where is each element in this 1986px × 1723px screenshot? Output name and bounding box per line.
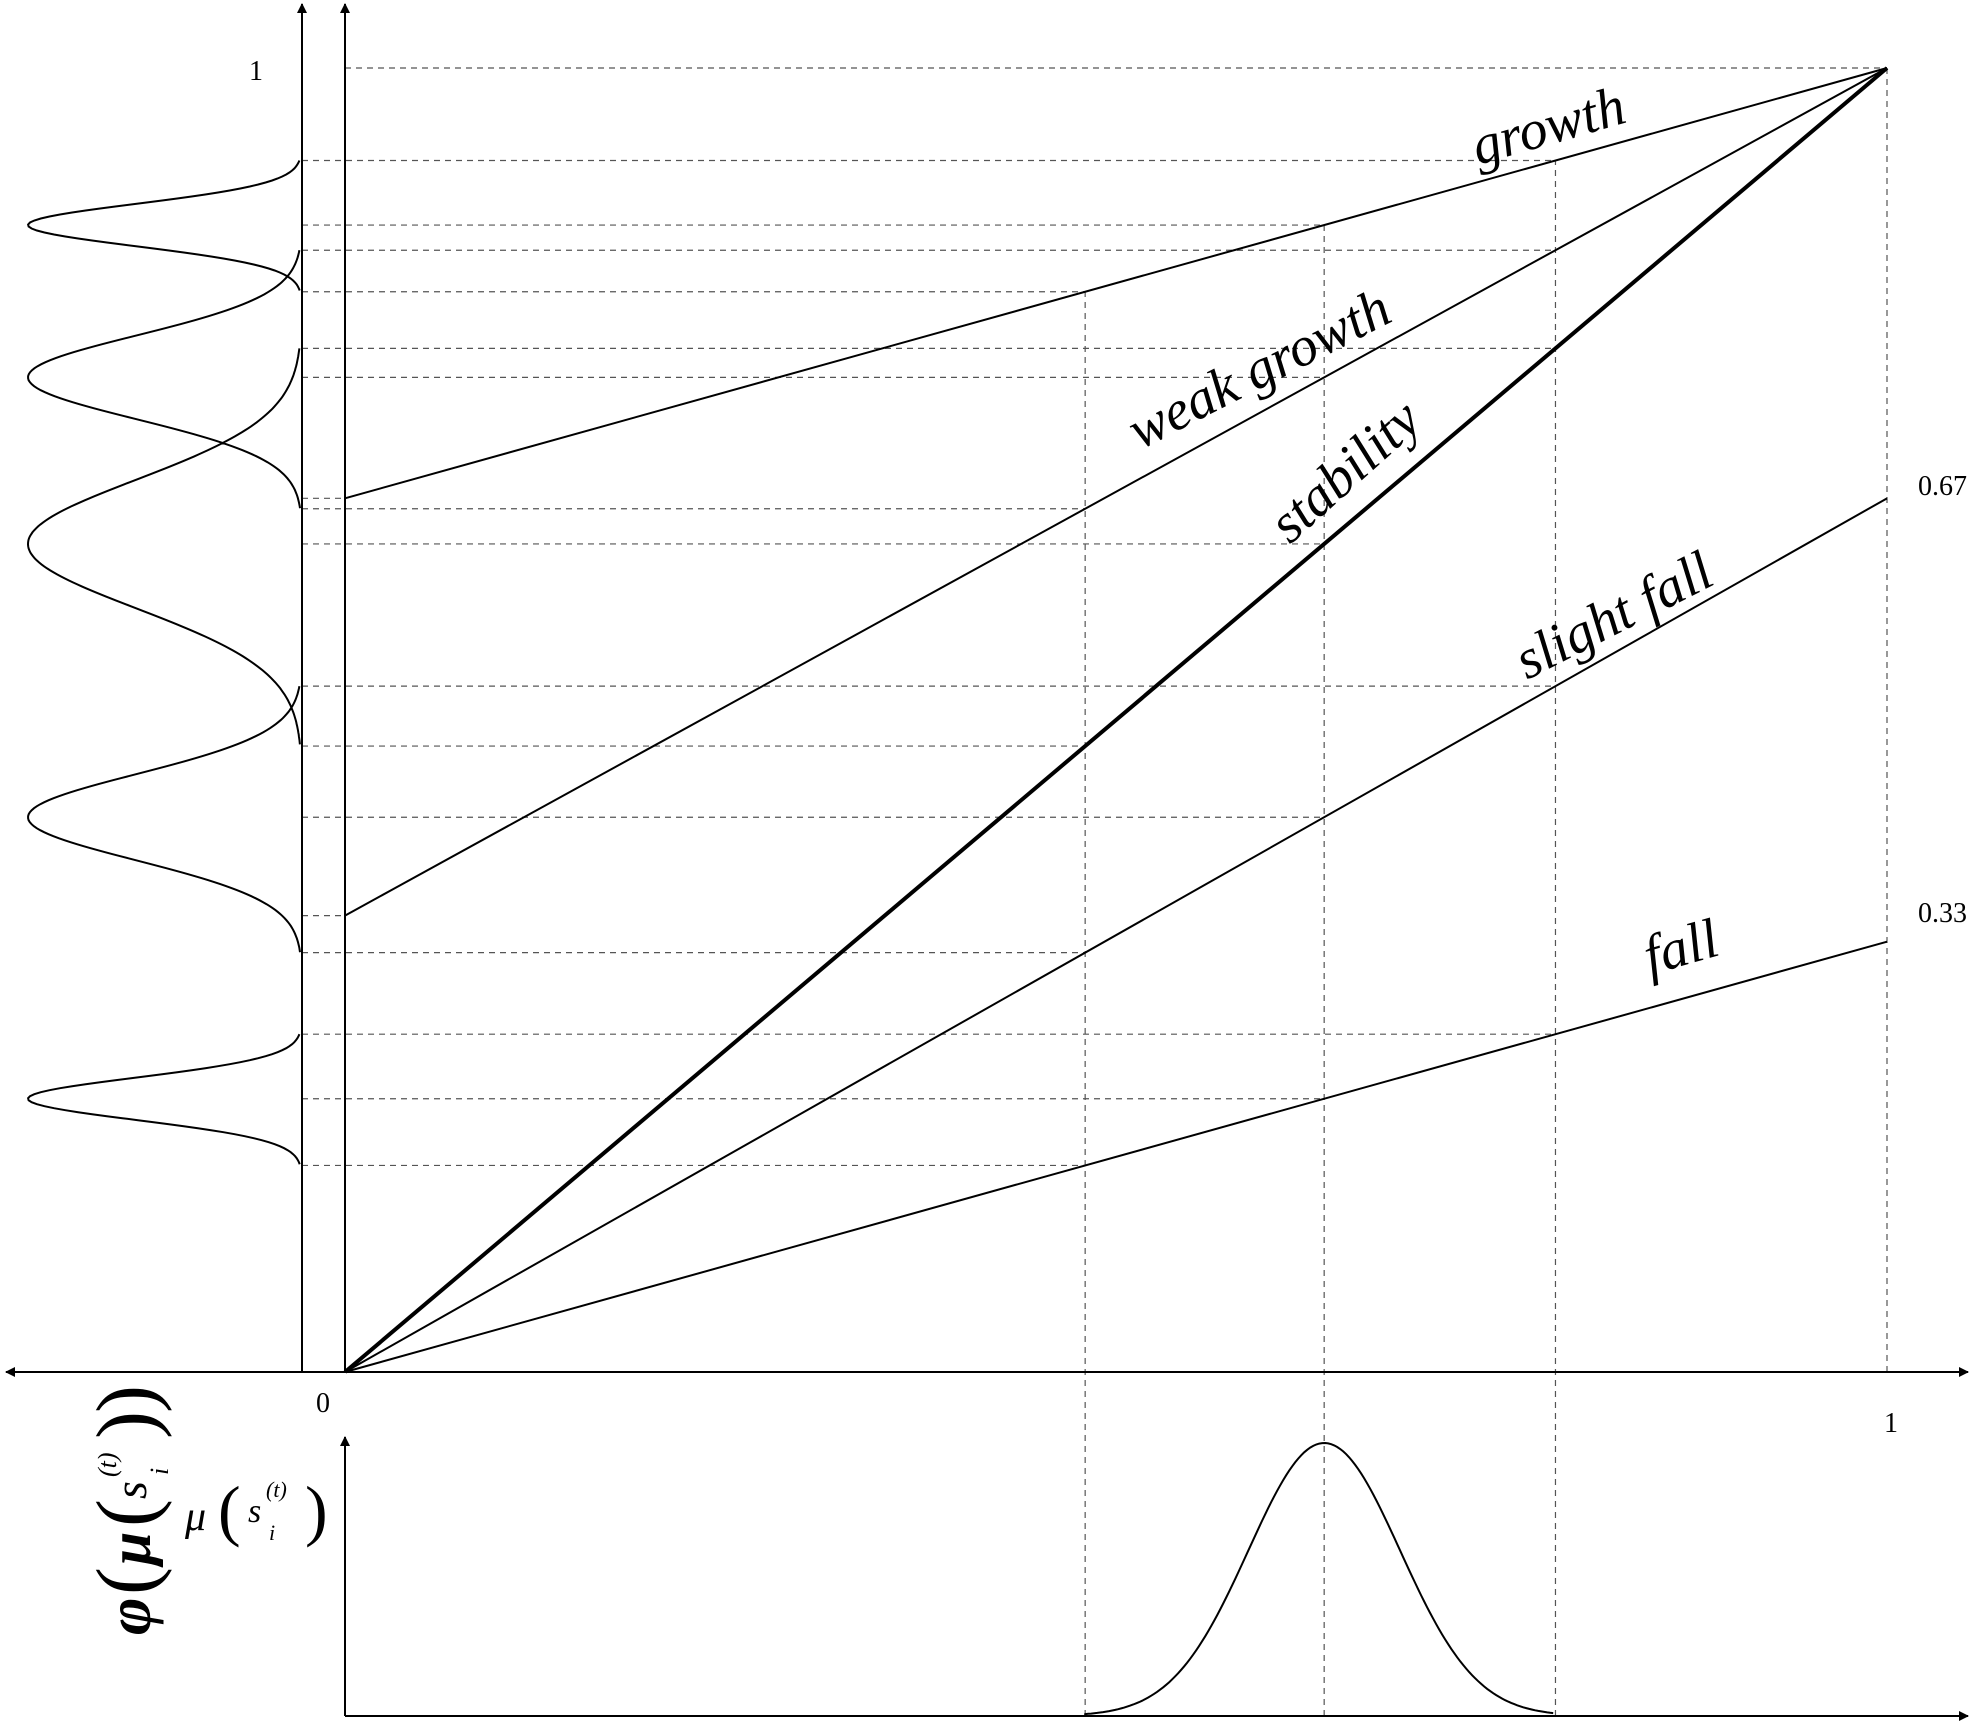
dashed-guides: [302, 67, 1888, 1716]
trend-line-stability: [343, 66, 1889, 1374]
trend-line-fall: [344, 940, 1888, 1373]
svg-text:s: s: [105, 1481, 156, 1499]
svg-text:): ): [305, 1472, 328, 1548]
y-067-label: 0.67: [1918, 471, 1967, 502]
mu-axis-label: μ ( s (t) i ): [184, 1472, 328, 1548]
trend-lines: [343, 66, 1889, 1374]
phi-axis-label: φ ( μ ( s (t) i ) ): [80, 1385, 174, 1635]
trend-line-weak-growth: [344, 67, 1888, 917]
label-slight-fall: slight fall: [1505, 540, 1723, 692]
y-one-label: 1: [249, 56, 263, 87]
svg-text:): ): [80, 1385, 173, 1413]
label-fall: fall: [1636, 907, 1725, 987]
svg-text:φ: φ: [93, 1598, 164, 1635]
output-membership-curves: [26, 160, 301, 1165]
svg-text:μ: μ: [184, 1494, 206, 1540]
svg-text:i: i: [145, 1468, 174, 1475]
input-membership-curve: [1084, 1441, 1554, 1717]
trend-line-growth: [344, 67, 1888, 500]
svg-text:s: s: [248, 1493, 261, 1530]
svg-text:): ): [80, 1411, 173, 1439]
svg-text:μ: μ: [97, 1532, 163, 1568]
y-033-label: 0.33: [1918, 898, 1967, 929]
svg-text:(: (: [80, 1567, 173, 1595]
origin-label: 0: [316, 1388, 330, 1419]
trend-line-slight-fall: [344, 497, 1888, 1373]
svg-text:(: (: [218, 1472, 241, 1548]
svg-text:(: (: [80, 1499, 173, 1527]
svg-text:(t): (t): [93, 1452, 122, 1477]
svg-text:i: i: [269, 1520, 275, 1545]
x-one-label: 1: [1884, 1408, 1898, 1439]
label-stability: stability: [1257, 388, 1433, 555]
svg-text:(t): (t): [266, 1477, 287, 1502]
